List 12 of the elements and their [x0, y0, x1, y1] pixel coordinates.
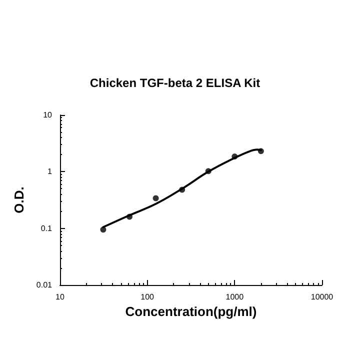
y-tick-label: 0.1 [40, 224, 53, 233]
x-tick-label: 10000 [310, 292, 334, 302]
x-tick-label: 100 [140, 292, 155, 302]
point [152, 195, 159, 202]
x-tick-label: 10 [56, 292, 65, 302]
y-tick-label: 0.01 [36, 280, 53, 290]
chart-title: Chicken TGF-beta 2 ELISA Kit [90, 76, 260, 90]
y-axis-title: O.D. [12, 186, 27, 214]
x-axis-title: Concentration(pg/ml) [125, 304, 257, 319]
x-tick-label: 1000 [226, 292, 244, 302]
y-tick-label: 1 [48, 167, 53, 176]
y-tick-label: 10 [43, 110, 53, 120]
